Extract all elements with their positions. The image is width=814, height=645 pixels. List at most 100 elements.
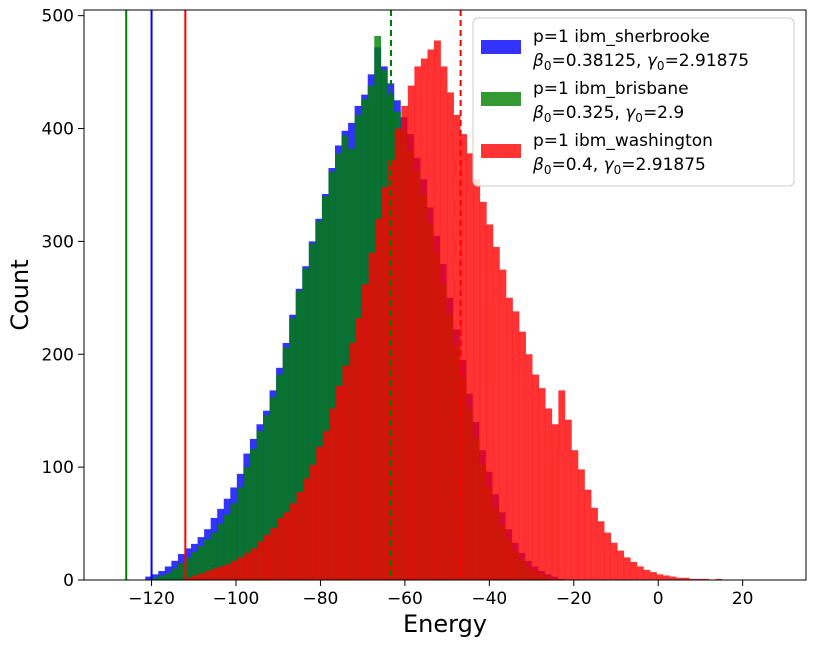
histogram-bar xyxy=(158,575,166,580)
x-tick-label: −100 xyxy=(213,589,260,609)
histogram-bar xyxy=(355,318,363,580)
histogram-bar xyxy=(492,247,500,580)
y-tick-label: 200 xyxy=(42,345,74,365)
histogram-bar xyxy=(663,575,670,580)
histogram-bar xyxy=(185,577,193,580)
histogram-bar xyxy=(177,563,185,580)
histogram-bar xyxy=(617,550,625,580)
histogram-bar xyxy=(223,514,231,580)
histogram-bar xyxy=(191,551,198,580)
x-tick-label: 0 xyxy=(653,589,664,609)
histogram-bar xyxy=(309,464,317,580)
histogram-bar xyxy=(151,574,159,580)
histogram-bar xyxy=(420,58,428,580)
histogram-bar xyxy=(303,478,310,580)
histogram-bar xyxy=(236,487,244,580)
histogram-bar xyxy=(211,568,219,580)
legend-swatch xyxy=(481,144,521,158)
histogram-bar xyxy=(695,578,703,580)
histogram-bar xyxy=(486,224,494,580)
legend-series-params: β0=0.325, γ0=2.9 xyxy=(532,103,684,125)
histogram-bar xyxy=(282,347,290,580)
legend-series-name: p=1 ibm_washington xyxy=(533,131,713,151)
x-tick-label: −60 xyxy=(387,589,423,609)
histogram-bar xyxy=(269,397,277,580)
histogram-bar xyxy=(401,105,409,580)
histogram-bar xyxy=(151,577,159,580)
histogram-bar xyxy=(210,532,218,580)
histogram-bar xyxy=(249,449,257,580)
histogram-bar xyxy=(250,548,258,580)
plot-frame xyxy=(83,9,807,581)
histogram-bar xyxy=(545,408,553,580)
histogram-bar xyxy=(276,374,283,580)
histogram-bar xyxy=(669,576,677,580)
histogram-bar xyxy=(447,92,454,581)
legend-swatch xyxy=(481,40,521,54)
histogram-bar xyxy=(145,576,153,580)
histogram-bar xyxy=(584,489,592,580)
histogram-bar xyxy=(171,568,179,580)
histogram-bar xyxy=(479,201,487,580)
histogram-bar xyxy=(715,578,723,580)
histogram-bar xyxy=(289,318,297,580)
reference-lines xyxy=(125,10,462,580)
histogram-bar xyxy=(308,243,316,580)
histogram-bar xyxy=(329,408,337,580)
legend-box xyxy=(472,17,795,187)
x-axis-label: Energy xyxy=(403,610,487,638)
x-tick-label: −80 xyxy=(302,589,338,609)
histogram-bar xyxy=(506,297,513,580)
histogram-bar xyxy=(564,419,572,580)
histogram-bar xyxy=(551,424,559,580)
histogram-bar xyxy=(702,578,710,580)
histogram-bar xyxy=(341,135,349,581)
histogram-bar xyxy=(460,134,468,580)
histogram-bar xyxy=(295,291,303,580)
histogram-bar xyxy=(414,66,422,580)
histogram-bar xyxy=(270,528,278,580)
histogram-bar xyxy=(591,507,598,580)
legend: p=1 ibm_sherbrooke β0=0.38125, γ0=2.91875… xyxy=(472,17,795,187)
legend-swatch xyxy=(481,92,521,106)
histogram-bar xyxy=(368,252,376,581)
histogram-bar xyxy=(198,573,206,580)
histogram-bar xyxy=(532,374,540,580)
histogram-bar xyxy=(499,269,507,580)
histogram-bar xyxy=(315,221,323,580)
histogram-bar xyxy=(538,388,546,580)
histogram-bar xyxy=(335,385,343,580)
histogram-bar xyxy=(316,446,324,580)
histogram-bar xyxy=(434,40,441,581)
histogram-bar xyxy=(643,569,651,580)
histogram-bar xyxy=(296,491,304,580)
histogram-bar xyxy=(571,450,579,580)
histogram-bar xyxy=(230,503,238,580)
histogram-bar xyxy=(158,570,166,580)
histogram-bar xyxy=(682,577,690,580)
histogram-bar xyxy=(473,179,481,580)
histogram-bar xyxy=(407,85,415,581)
histogram-bar xyxy=(328,171,336,580)
histogram-bar xyxy=(649,572,657,580)
histogram-bar xyxy=(440,66,448,580)
y-tick-label: 300 xyxy=(42,232,74,252)
histogram-bar xyxy=(525,354,533,580)
histogram-bar xyxy=(394,128,402,580)
histogram-bar xyxy=(636,566,644,580)
histogram-bar xyxy=(427,49,435,580)
histogram-bar xyxy=(348,342,356,580)
histogram-bar xyxy=(519,331,526,580)
y-axis-label: Count xyxy=(6,259,34,330)
y-tick-label: 0 xyxy=(63,571,74,591)
series-p-1-ibm-washington xyxy=(185,40,723,581)
histogram-bar xyxy=(322,431,330,580)
histogram-bar xyxy=(263,534,271,580)
histogram-bar xyxy=(362,284,369,580)
histogram-bar xyxy=(263,415,270,580)
histogram-bar xyxy=(342,365,350,580)
x-tick-label: −120 xyxy=(128,589,175,609)
y-tick-label: 500 xyxy=(42,7,74,27)
histogram-bar xyxy=(276,517,284,580)
histogram-bar xyxy=(453,114,461,580)
